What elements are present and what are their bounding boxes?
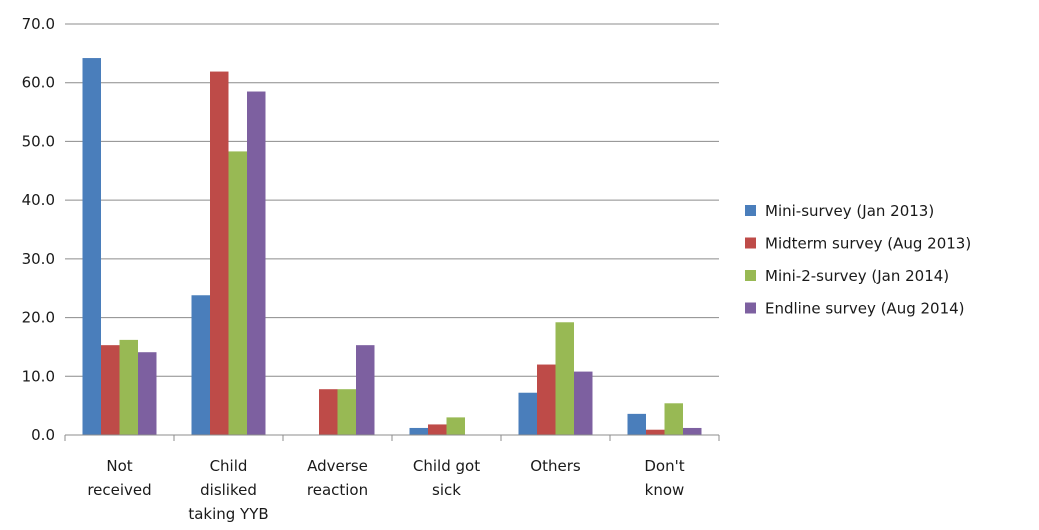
x-category-label: Don't <box>644 457 684 475</box>
x-category-label: Others <box>530 457 581 475</box>
bar <box>428 424 447 435</box>
bar <box>82 58 101 435</box>
bar <box>555 322 574 435</box>
bar <box>247 91 266 436</box>
y-tick-label: 20.0 <box>22 309 55 327</box>
x-category-label: Child <box>210 457 248 475</box>
legend-label: Mini-2-survey (Jan 2014) <box>765 267 949 285</box>
x-category-label: reaction <box>307 481 368 499</box>
legend-swatch <box>745 302 756 314</box>
legend-label: Mini-survey (Jan 2013) <box>765 202 934 220</box>
y-tick-label: 70.0 <box>22 15 55 33</box>
bar <box>319 389 338 435</box>
legend-swatch <box>745 270 756 281</box>
bar <box>446 417 465 435</box>
x-category-label: sick <box>432 481 461 499</box>
legend-label: Midterm survey (Aug 2013) <box>765 235 971 253</box>
x-category-label: taking YYB <box>188 505 268 523</box>
bar <box>337 389 356 435</box>
bar <box>119 339 138 435</box>
x-category-label: Not <box>106 457 132 475</box>
bar <box>537 364 556 435</box>
y-tick-label: 60.0 <box>22 74 55 92</box>
bar <box>210 71 229 436</box>
bar <box>574 371 593 435</box>
x-category-label: know <box>645 481 685 499</box>
legend: Mini-survey (Jan 2013) Midterm survey (Au… <box>745 202 971 318</box>
y-tick-label: 40.0 <box>22 191 55 209</box>
x-category-label: disliked <box>200 481 257 499</box>
bar <box>518 392 537 435</box>
bar <box>646 429 665 435</box>
bar <box>664 403 683 435</box>
legend-swatch <box>745 205 756 216</box>
x-category-label: Child got <box>413 457 480 475</box>
bar <box>683 427 702 435</box>
bar <box>627 413 646 435</box>
bar <box>101 345 120 435</box>
bar <box>356 345 375 435</box>
y-axis-ticks: 0.0 10.0 20.0 30.0 40.0 50.0 60.0 70.0 <box>22 15 55 444</box>
y-tick-label: 30.0 <box>22 250 55 268</box>
legend-swatch <box>745 237 756 249</box>
y-tick-label: 10.0 <box>22 367 55 385</box>
x-category-label: Adverse <box>307 457 368 475</box>
gridlines <box>65 23 719 377</box>
bar <box>228 151 247 435</box>
x-axis <box>64 434 720 441</box>
legend-label: Endline survey (Aug 2014) <box>765 300 965 318</box>
bars <box>82 58 702 436</box>
bar <box>191 295 210 435</box>
x-category-label: received <box>87 481 151 499</box>
y-tick-label: 50.0 <box>22 132 55 150</box>
bar <box>138 352 157 435</box>
x-axis-labels: Not received Child disliked taking YYB Advers… <box>87 457 684 523</box>
y-tick-label: 0.0 <box>31 426 55 444</box>
bar <box>409 427 428 435</box>
